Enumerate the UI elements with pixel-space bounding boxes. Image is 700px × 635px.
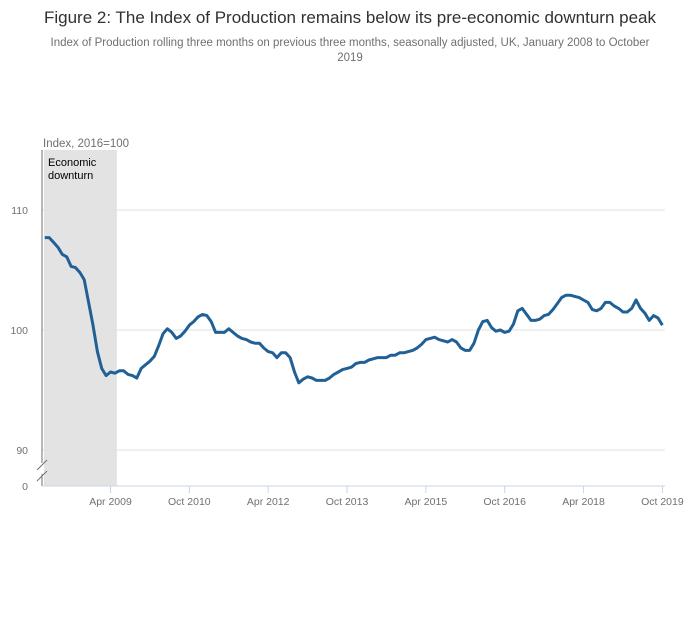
x-tick-label: Apr 2018 — [562, 496, 605, 508]
chart-subtitle: Index of Production rolling three months… — [50, 37, 650, 64]
x-tick-label: Oct 2019 — [641, 496, 684, 508]
x-tick-label: Apr 2015 — [405, 496, 448, 508]
y-tick-label: 0 — [22, 481, 28, 493]
x-tick-label: Oct 2013 — [326, 496, 369, 508]
y-tick-label: 90 — [16, 445, 28, 457]
shaded-region — [44, 150, 117, 486]
chart-title: Figure 2: The Index of Production remain… — [43, 8, 656, 27]
x-tick-label: Oct 2010 — [168, 496, 211, 508]
x-tick-label: Apr 2012 — [247, 496, 290, 508]
shaded-region-label: Economic downturn — [48, 157, 97, 182]
chart-header: Figure 2: The Index of Production remain… — [40, 7, 660, 66]
y-axis-label: Index, 2016=100 — [43, 138, 129, 150]
series-line — [44, 236, 664, 385]
x-tick-label: Oct 2016 — [483, 496, 526, 508]
x-tick-label: Apr 2009 — [89, 496, 132, 508]
axis-break-mark — [36, 459, 48, 471]
y-tick-label: 100 — [10, 325, 28, 337]
y-tick-label: 110 — [11, 205, 28, 217]
axis-break-mark — [36, 470, 48, 482]
